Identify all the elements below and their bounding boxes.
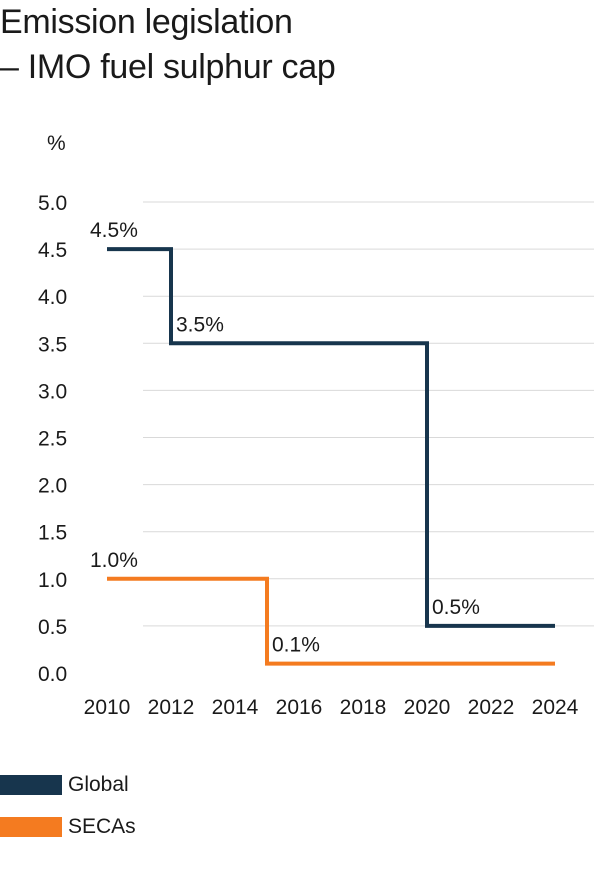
x-tick-label: 2024 [532, 696, 579, 719]
data-label-secas: 1.0% [90, 549, 138, 572]
data-label-secas: 0.1% [272, 634, 320, 657]
y-tick-label: 2.0 [38, 475, 67, 498]
data-label-global: 3.5% [176, 313, 224, 336]
y-tick-label: 5.0 [38, 192, 67, 215]
y-tick-label: 3.5 [38, 333, 67, 356]
series-lines [107, 247, 555, 666]
y-axis-label: % [47, 132, 66, 155]
y-tick-label: 1.5 [38, 522, 67, 545]
legend-item-global: Global [0, 770, 200, 800]
data-label-global: 0.5% [432, 596, 480, 619]
legend-label-secas: SECAs [68, 815, 136, 838]
sulphur-cap-chart: 0.00.51.01.52.02.53.03.54.04.55.0 2010 20… [38, 132, 594, 719]
x-axis-ticks: 2010 2012 2014 2016 2018 2020 2022 2024 [84, 696, 579, 719]
y-tick-label: 4.0 [38, 286, 67, 309]
y-tick-label: 0.0 [38, 663, 67, 686]
x-tick-label: 2014 [212, 696, 259, 719]
data-label-global: 4.5% [90, 219, 138, 242]
y-tick-label: 0.5 [38, 616, 67, 639]
y-tick-label: 2.5 [38, 428, 67, 451]
legend-swatch-global [0, 775, 62, 795]
chart-title-line-2: – IMO fuel sulphur cap [0, 48, 336, 86]
x-tick-label: 2018 [340, 696, 387, 719]
legend-item-secas: SECAs [0, 812, 200, 842]
legend-swatch-secas [0, 817, 62, 837]
x-tick-label: 2012 [148, 696, 195, 719]
chart-title-line-1: Emission legislation [0, 3, 293, 41]
x-tick-label: 2022 [468, 696, 515, 719]
legend-label-global: Global [68, 773, 129, 796]
data-labels: 4.5% 3.5% 0.5% 1.0% 0.1% [90, 219, 480, 656]
series-line-secas [107, 576, 555, 666]
chart-title: Emission legislation – IMO fuel sulphur … [0, 0, 336, 90]
y-tick-label: 3.0 [38, 380, 67, 403]
grid-lines [143, 201, 594, 627]
x-tick-label: 2020 [404, 696, 451, 719]
y-tick-label: 4.5 [38, 239, 67, 262]
y-axis-ticks: 0.0 0.5 1.0 1.5 2.0 2.5 3.0 3.5 4.0 4.5 5.0 [38, 192, 67, 686]
y-tick-label: 1.0 [38, 569, 67, 592]
x-tick-label: 2016 [276, 696, 323, 719]
x-tick-label: 2010 [84, 696, 131, 719]
series-line-global [107, 247, 555, 628]
